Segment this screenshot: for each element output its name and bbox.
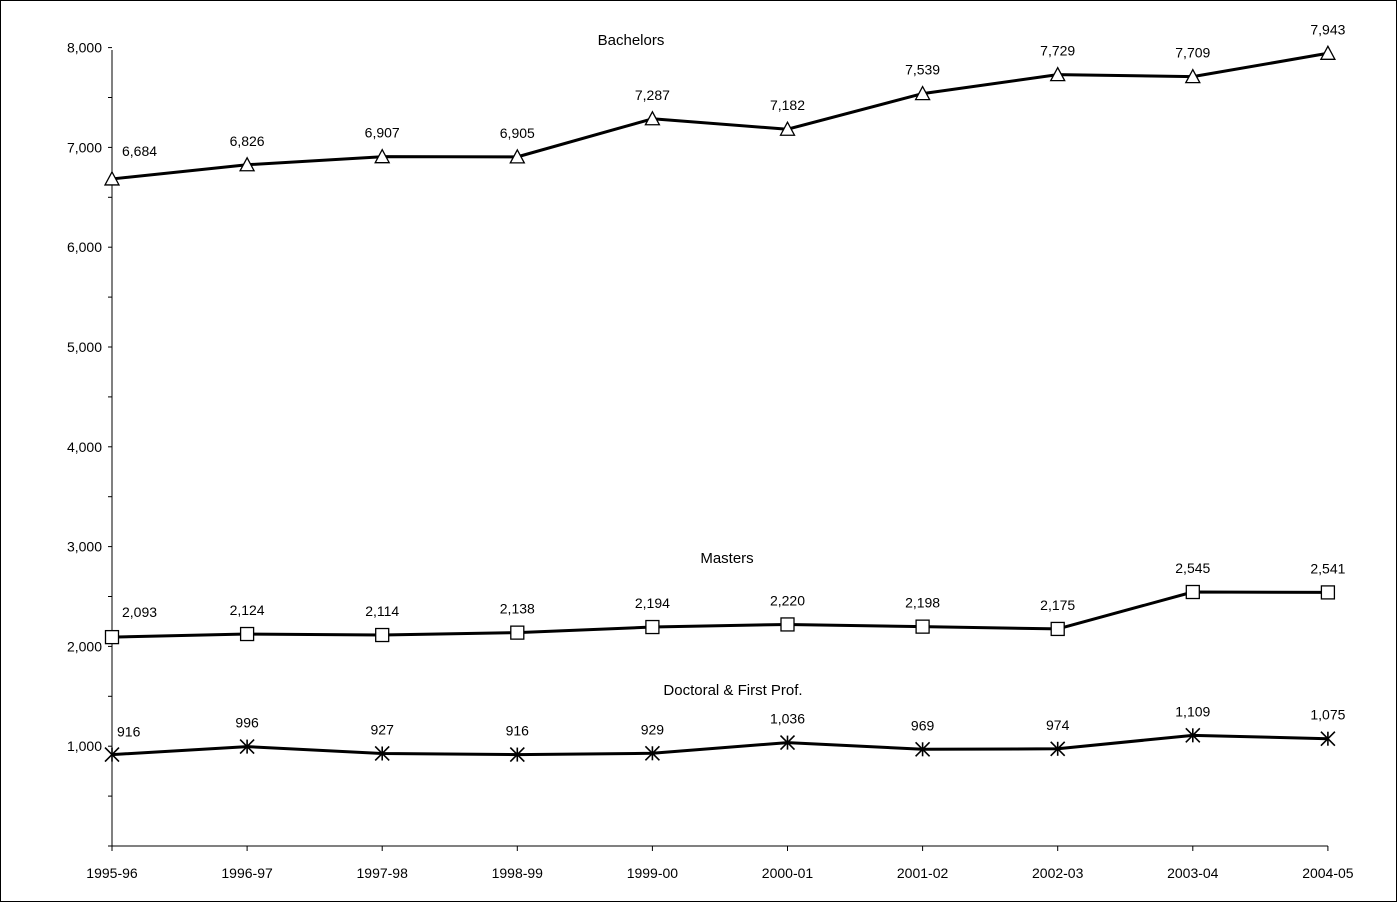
bachelors-data-label: 7,287 [635,87,670,103]
y-tick-label: 2,000 [67,638,102,654]
bachelors-data-label: 6,684 [122,143,157,159]
masters-data-label: 2,220 [770,592,805,608]
doctoral-first-prof-point [915,741,931,757]
bachelors-point [1049,66,1066,82]
masters-point [239,626,255,642]
x-tick-label: 1998-99 [492,865,544,881]
x-tick-label: 1995-96 [86,865,138,881]
masters-point [645,619,660,635]
doctoral-first-prof-point [1050,741,1066,757]
masters-data-label: 2,198 [905,595,940,611]
masters-data-label: 2,093 [122,604,157,620]
doctoral-first-prof-data-label: 927 [371,721,395,737]
masters-data-label: 2,138 [500,601,535,617]
masters-data-label: 2,124 [230,602,265,618]
y-tick-label: 1,000 [67,738,102,754]
masters-point [1185,584,1200,600]
bachelors-series-label: Bachelors [598,32,665,49]
doctoral-first-prof-data-label: 1,109 [1175,703,1210,719]
doctoral-first-prof-data-label: 1,036 [770,711,805,727]
masters-point [375,627,390,643]
doctoral-first-prof-point [1185,727,1201,743]
x-tick-label: 2004-05 [1302,865,1354,881]
masters-point [104,629,120,645]
doctoral-first-prof-point [509,747,525,763]
doctoral-first-prof-point [1320,731,1336,747]
doctoral-first-prof-data-label: 916 [506,723,530,739]
bachelors-data-label: 7,539 [905,62,940,78]
doctoral-first-prof-point [779,735,796,751]
masters-data-label: 2,545 [1175,560,1210,576]
bachelors-data-label: 6,826 [230,133,265,149]
bachelors-point [239,156,256,172]
doctoral-first-prof-point [104,747,120,763]
masters-data-label: 2,175 [1040,597,1075,613]
x-tick-label: 2003-04 [1167,865,1219,881]
y-tick-label: 3,000 [67,539,102,555]
doctoral-first-prof-series-label: Doctoral & First Prof. [663,682,802,699]
masters-series-label: Masters [700,550,753,567]
x-tick-label: 2001-02 [897,865,949,881]
masters-data-label: 2,541 [1310,560,1345,576]
masters-point [1050,621,1065,637]
doctoral-first-prof-data-label: 974 [1046,717,1070,733]
bachelors-point [914,85,931,101]
x-tick-label: 1997-98 [357,865,409,881]
doctoral-first-prof-data-label: 929 [641,721,665,737]
y-tick-label: 5,000 [67,339,102,355]
axes: 1,000 2,000 3,000 4,000 5,000 6,000 7,000 8,000… [67,40,1354,881]
masters-line [111,590,1328,639]
x-tick-label: 2000-01 [762,865,814,881]
y-tick-label: 7,000 [67,139,102,155]
masters-point [915,619,930,634]
bachelors-point [1319,44,1336,60]
bachelors-data-label: 6,907 [365,125,400,141]
masters-data-label: 2,194 [635,595,670,611]
masters-data-label: 2,114 [365,603,399,619]
bachelors-point [644,110,661,126]
doctoral-first-prof-data-label: 1,075 [1310,707,1345,723]
bachelors-point [374,148,391,164]
doctoral-first-prof-data-label: 996 [235,715,259,731]
masters-point [780,617,795,632]
bachelors-point [509,148,526,164]
series-layer [103,44,1336,763]
bachelors-point [779,120,796,136]
labels-layer: 6,684 6,826 6,907 6,905 7,287 7,182 7,539 7,729… [117,21,1346,739]
x-tick-label: 1999-00 [627,865,679,881]
bachelors-data-label: 7,943 [1310,21,1345,37]
doctoral-first-prof-point [644,745,660,761]
y-tick-label: 8,000 [67,40,102,56]
doctoral-first-prof-point [239,739,255,755]
masters-point [510,625,525,640]
bachelors-point [1184,68,1201,84]
doctoral-first-prof-data-label: 969 [911,717,935,733]
doctoral-first-prof-data-label: 916 [117,724,141,740]
bachelors-line [111,51,1329,181]
x-tick-label: 2002-03 [1032,865,1084,881]
bachelors-data-label: 7,729 [1040,43,1075,59]
bachelors-data-label: 7,182 [770,97,805,113]
masters-point [1320,585,1336,600]
x-tick-label: 1996-97 [221,865,273,881]
bachelors-point [103,170,121,186]
bachelors-data-label: 7,709 [1175,45,1210,61]
y-tick-label: 4,000 [67,439,102,455]
doctoral-first-prof-line [111,733,1328,757]
y-tick-label: 6,000 [67,239,102,255]
doctoral-first-prof-point [374,745,390,762]
bachelors-data-label: 6,905 [500,125,535,141]
